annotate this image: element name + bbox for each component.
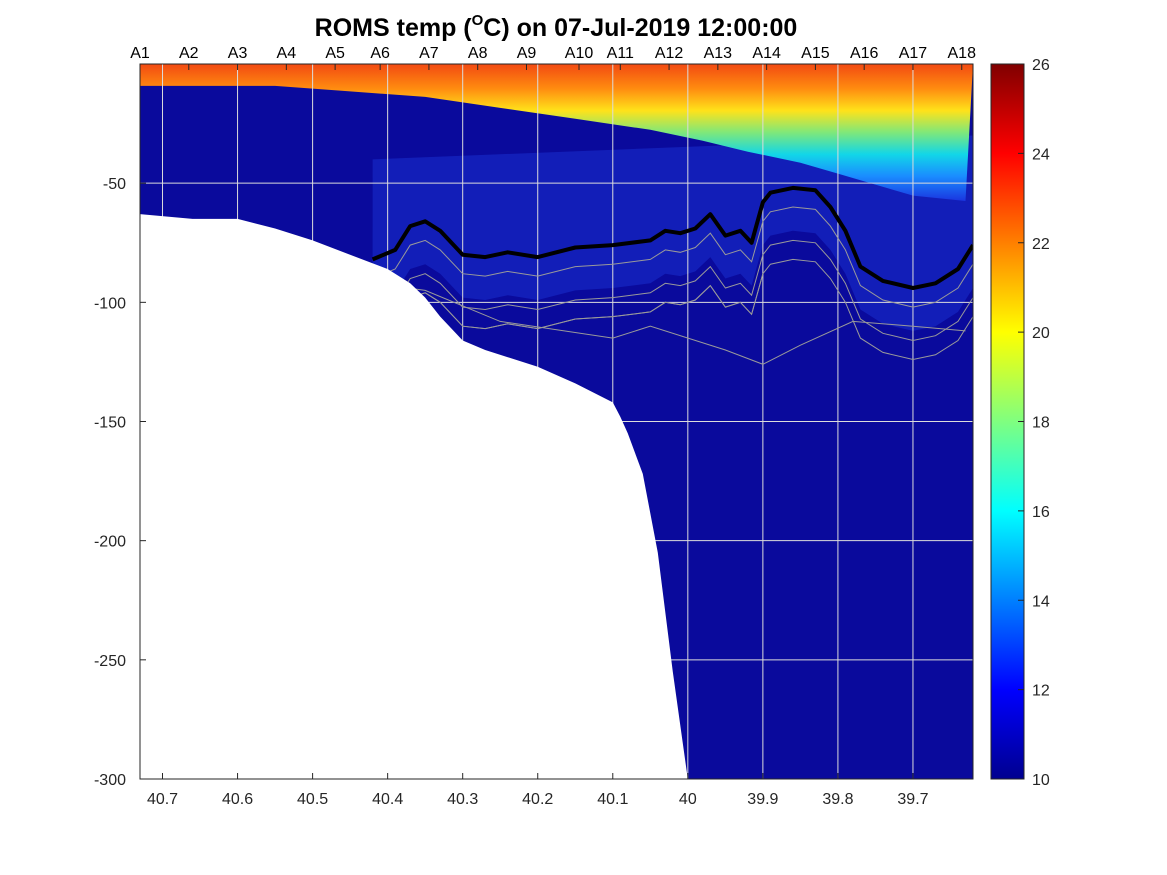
colorbar-tick-label: 16 [1032,504,1050,521]
contour-line [372,239,973,342]
station-label: A6 [370,45,390,62]
colorbar-tick-label: 18 [1032,415,1050,432]
station-labels: A1 A2 A3 A4 A5 A6 A7 A8 A9 A10 A11 A12 A13 A14 A15 A16 A… [130,45,976,70]
station-label: A8 [468,45,488,62]
y-tick-label: -150 [94,415,126,432]
x-tick-label: 39.9 [747,791,778,808]
colorbar-tick-label: 22 [1032,236,1050,253]
station-label: A18 [948,45,977,62]
station-label: A9 [517,45,537,62]
chart-title-suffix: C) on 07-Jul-2019 12:00:00 [483,14,797,42]
colorbar-tick-label: 20 [1032,325,1050,342]
station-label: A11 [607,45,634,62]
x-tick-label: 40.5 [297,791,328,808]
station-label: A3 [228,45,248,62]
chart-title-prefix: ROMS temp ( [315,14,473,42]
station-label: A2 [179,45,199,62]
station-label: A14 [752,45,781,62]
contour-line [372,273,764,332]
y-tick-label: -250 [94,653,126,670]
contour-line [372,206,973,308]
data-layer [140,64,973,779]
x-tick-label: 40.4 [372,791,403,808]
y-tick-label: -50 [103,176,126,193]
isotherm-10-line [371,185,973,290]
station-label: A16 [850,45,879,62]
station-label: A5 [325,45,345,62]
contour-line [372,282,966,365]
station-label: A12 [655,45,684,62]
temperature-contours [372,206,973,365]
x-tick-label: 40.1 [597,791,628,808]
station-label: A13 [704,45,733,62]
colorbar-tick-label: 24 [1032,146,1050,163]
colorbar-tick-label: 12 [1032,683,1050,700]
colorbar-tick-label: 26 [1032,57,1050,74]
station-label: A15 [801,45,830,62]
x-tick-label: 40.3 [447,791,478,808]
chart-title: ROMS temp (OC) on 07-Jul-2019 12:00:00 [315,12,798,42]
surface-warm-layer [140,64,973,201]
x-tick-label: 40.2 [522,791,553,808]
x-tick-label: 40 [679,791,697,808]
y-axis-ticks: -50 -100 -150 -200 -250 -300 [94,176,146,789]
station-label: A1 [130,45,150,62]
colorbar-tick-label: 14 [1032,593,1050,610]
chart-title-superscript: O [472,12,484,29]
colorbar-tick-label: 10 [1032,772,1050,789]
station-label: A17 [899,45,928,62]
x-tick-label: 39.7 [897,791,928,808]
y-tick-label: -100 [94,295,126,312]
station-label: A10 [565,45,594,62]
colorbar-ticks: 10 12 14 16 18 20 22 24 26 [1018,57,1050,789]
bathymetry-land-mask [140,214,688,779]
x-tick-label: 40.6 [222,791,253,808]
x-tick-label: 39.8 [822,791,853,808]
x-axis-ticks: 40.7 40.6 40.5 40.4 40.3 40.2 40.1 40 39.9 39.8 39… [147,773,929,808]
y-tick-label: -300 [94,772,126,789]
station-label: A4 [277,45,297,62]
x-tick-label: 40.7 [147,791,178,808]
station-label: A7 [419,45,439,62]
y-tick-label: -200 [94,534,126,551]
